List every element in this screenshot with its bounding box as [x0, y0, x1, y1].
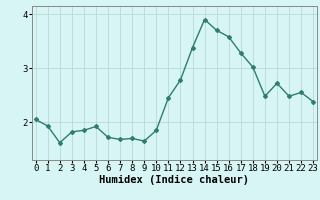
X-axis label: Humidex (Indice chaleur): Humidex (Indice chaleur): [100, 175, 249, 185]
